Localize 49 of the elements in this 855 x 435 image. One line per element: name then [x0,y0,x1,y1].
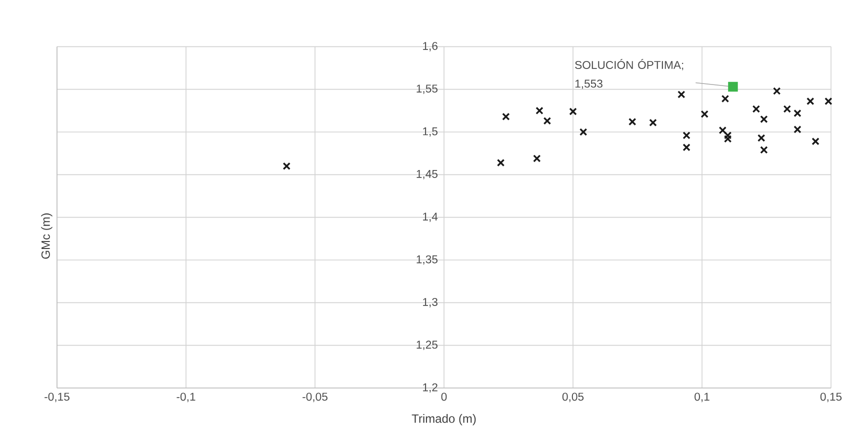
point [502,112,510,121]
y-tick-label: 1,4 [423,212,438,222]
point [282,162,291,170]
point [757,134,766,142]
point [496,158,505,167]
y-tick-label: 1,5 [423,127,438,137]
point [533,154,541,162]
point [569,108,577,116]
y-tick-label: 1,25 [416,340,438,350]
point [724,134,732,143]
x-tick-label: -0,05 [302,392,328,402]
point [579,128,588,136]
x-tick-label: -0,15 [44,392,70,402]
point [794,109,802,118]
y-axis-title: GMc (m) [41,213,52,259]
point [628,118,636,126]
point [536,106,544,115]
point [677,90,686,98]
y-tick-label: 1,35 [416,255,438,265]
y-tick-label: 1,6 [423,42,438,52]
point [718,126,727,134]
point [721,94,730,103]
point [783,105,792,113]
point [760,146,768,154]
x-tick-label: -0,1 [176,392,196,402]
x-tick-label: 0 [441,392,447,401]
annotation: SOLUCIÓN ÓPTIMA; 1,553 [575,59,684,89]
x-tick-label: 0,1 [694,392,710,402]
x-tick-label: 0,15 [820,392,842,402]
point [543,117,552,125]
point [724,132,732,140]
point [824,97,832,106]
y-tick-label: 1,45 [416,170,438,180]
point [772,87,781,95]
x-tick-label: 0,05 [562,392,584,402]
point [649,118,657,126]
point [794,126,802,134]
point [700,110,708,118]
y-tick-label: 1,2 [423,383,438,393]
point [682,143,690,152]
point [728,82,738,92]
point [812,137,820,146]
y-tick-label: 1,55 [416,84,438,94]
point [806,97,814,106]
y-tick-label: 1,3 [423,298,438,308]
x-axis-title: Trimado (m) [412,414,476,426]
point [752,105,760,113]
point [682,132,690,140]
point [760,115,768,124]
